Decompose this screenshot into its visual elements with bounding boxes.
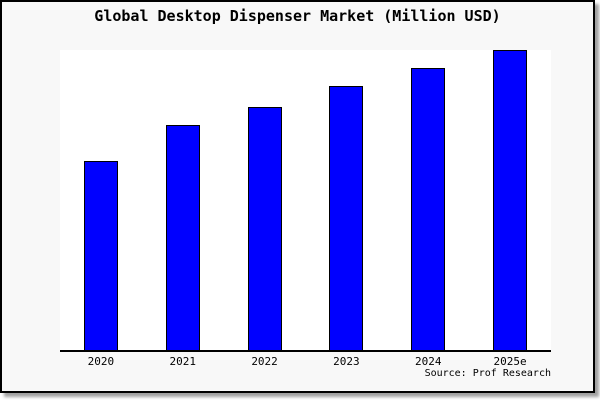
bar-2021 — [165, 125, 200, 350]
x-axis-label-2024: 2024 — [414, 355, 442, 368]
chart-title: Global Desktop Dispenser Market (Million… — [94, 7, 501, 25]
bar-slot — [469, 50, 551, 350]
bar-slot — [387, 50, 469, 350]
x-axis-label-2021: 2021 — [169, 355, 196, 368]
bar-2023 — [329, 86, 364, 350]
bar-slot — [60, 50, 142, 350]
x-axis-label-2023: 2023 — [333, 355, 360, 368]
x-axis-labels: 2020 2021 2022 2023 2024 2025e — [60, 355, 551, 368]
bar-2020 — [83, 161, 118, 350]
bar-2022 — [247, 107, 282, 350]
bar-2025e — [493, 50, 528, 350]
x-axis-label-2020: 2020 — [87, 355, 115, 368]
bar-slot — [224, 50, 306, 350]
x-axis-label-2022: 2022 — [251, 355, 278, 368]
bar-slot — [305, 50, 387, 350]
source-credit: Source: Prof Research — [424, 368, 551, 379]
bar-2024 — [411, 68, 446, 350]
x-axis-label-2025e: 2025e — [493, 355, 527, 368]
chart-frame: Global Desktop Dispenser Market (Million… — [0, 0, 595, 393]
plot-area — [60, 50, 551, 352]
bar-slot — [142, 50, 224, 350]
